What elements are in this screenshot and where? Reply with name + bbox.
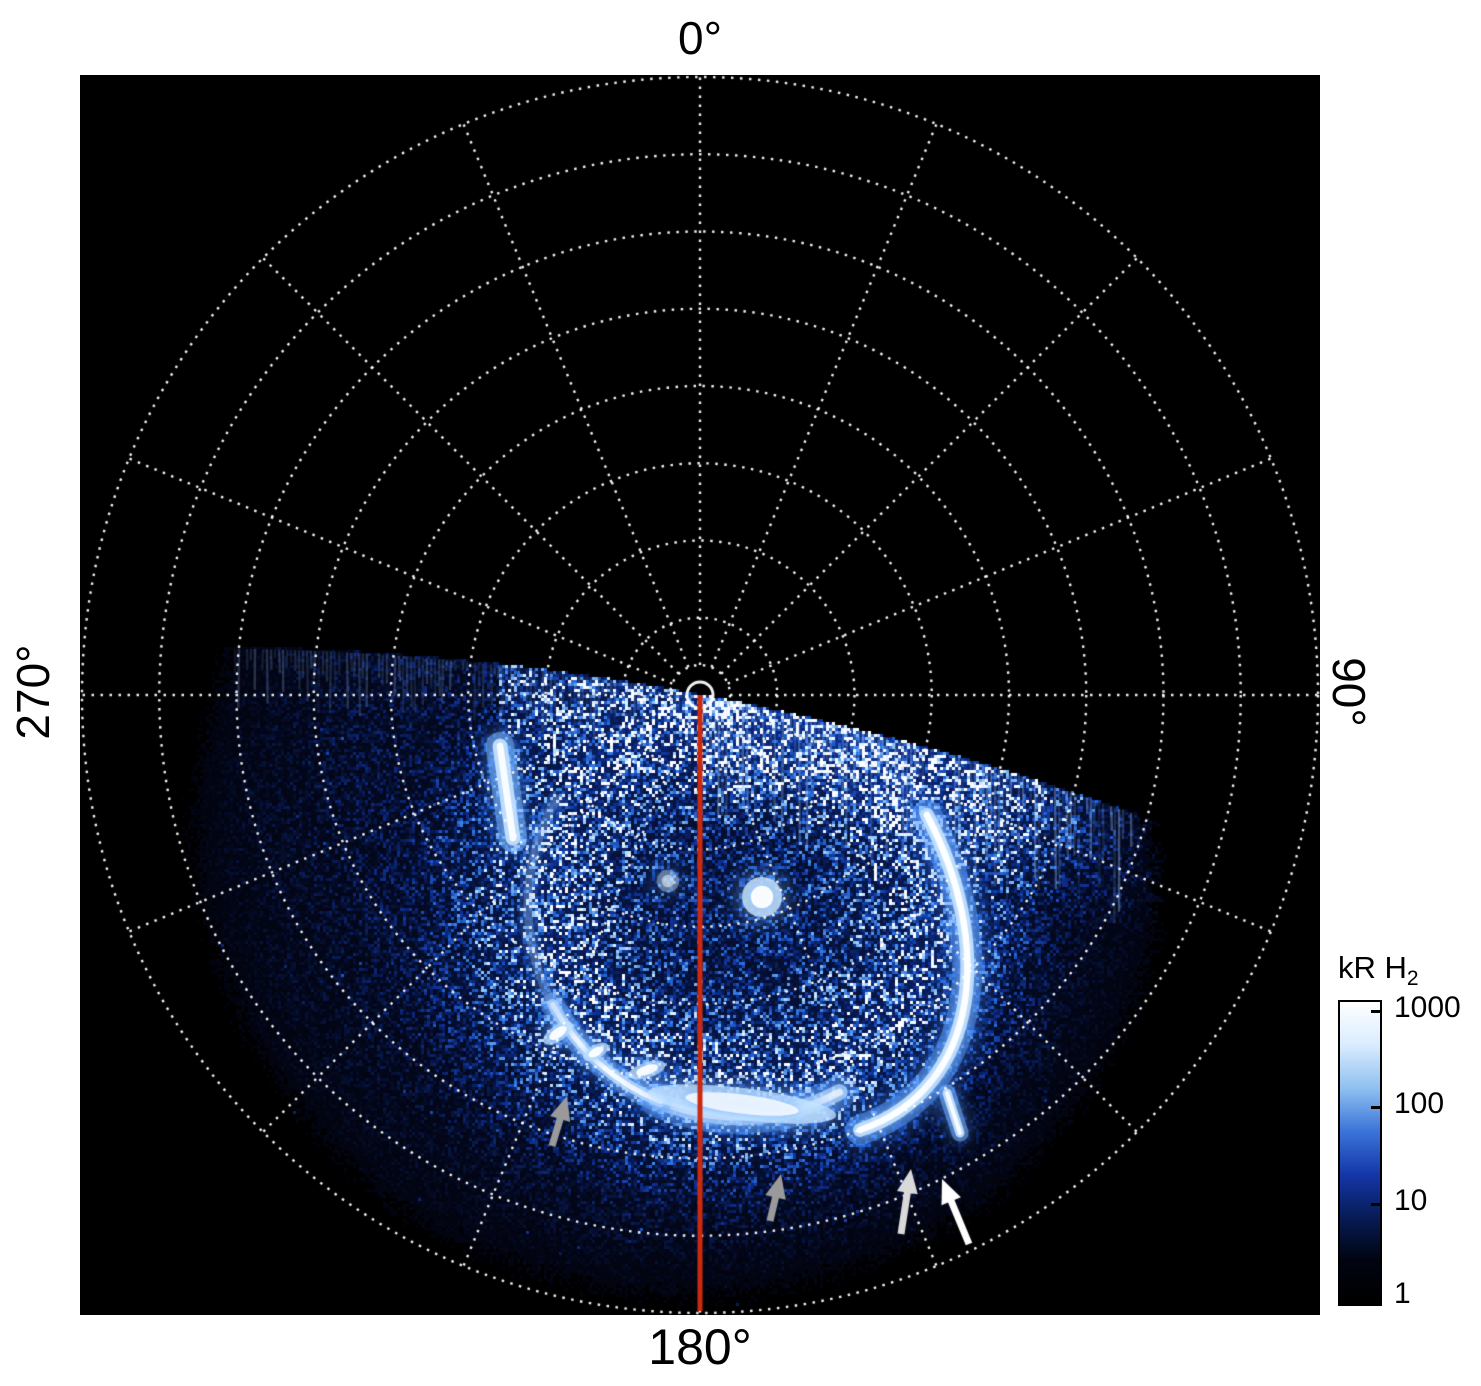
colorbar-tick-100: 100: [1394, 1087, 1444, 1121]
polar-plot-area: [80, 75, 1320, 1315]
colorbar-tickmark: [1371, 1010, 1380, 1013]
colorbar: kR H2 1000 100 10 1: [1334, 950, 1481, 1330]
colorbar-title: kR H2: [1338, 950, 1419, 991]
angle-label-270: 270°: [6, 644, 60, 739]
colorbar-tickmark: [1371, 1296, 1380, 1299]
colorbar-tickmark: [1371, 1203, 1380, 1206]
angle-label-90: 90°: [1322, 657, 1376, 727]
colorbar-title-main: kR H: [1338, 950, 1407, 985]
colorbar-tick-1: 1: [1394, 1277, 1411, 1311]
angle-label-180: 180°: [648, 1318, 751, 1376]
colorbar-gradient: [1338, 1000, 1382, 1306]
colorbar-title-sub: 2: [1407, 967, 1419, 990]
angle-label-0: 0°: [678, 11, 722, 65]
colorbar-tick-10: 10: [1394, 1184, 1427, 1218]
colorbar-tick-1000: 1000: [1394, 991, 1461, 1025]
aurora-figure-page: 0° 90° 180° 270° kR H2 1000 100 10 1: [0, 0, 1481, 1386]
colorbar-tickmark: [1371, 1106, 1380, 1109]
aurora-polar-map-canvas: [80, 75, 1320, 1315]
